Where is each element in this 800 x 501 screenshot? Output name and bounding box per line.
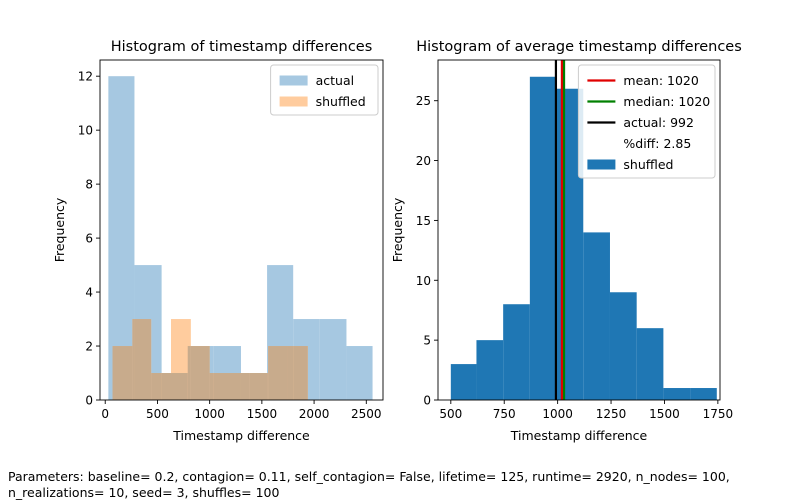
bar-overlap	[134, 319, 152, 400]
x-tick-label: 2500	[351, 407, 382, 421]
chart-title: Histogram of average timestamp differenc…	[416, 39, 742, 55]
y-tick-label: 12	[78, 70, 93, 84]
axes-frame	[99, 59, 384, 401]
bar-shuffled	[636, 328, 664, 400]
legend-swatch	[587, 159, 616, 170]
y-tick-label: 8	[85, 178, 93, 192]
bar-overlap	[267, 373, 269, 400]
bar-overlap	[287, 346, 294, 400]
legend-label: %diff: 2.85	[623, 136, 691, 151]
x-tick-label: 1750	[703, 407, 734, 421]
bar-overlap	[209, 373, 214, 400]
bar-shuffled	[690, 388, 717, 400]
bar-overlap	[161, 373, 172, 400]
y-tick-label: 6	[85, 232, 93, 246]
x-tick-label: 1000	[194, 407, 225, 421]
legend-swatch	[279, 96, 308, 107]
x-tick-label: 500	[146, 407, 169, 421]
bar-overlap	[213, 373, 230, 400]
x-tick-label: 2000	[299, 407, 330, 421]
legend-swatch	[279, 75, 308, 86]
y-tick-label: 2	[85, 340, 93, 354]
bar-overlap	[187, 346, 191, 400]
bar-overlap	[293, 346, 308, 400]
x-tick-label: 0	[101, 407, 109, 421]
bar-actual	[346, 346, 373, 400]
bar-shuffled	[529, 76, 557, 401]
y-axis-label: Frequency	[390, 197, 405, 262]
x-tick-label: 500	[439, 407, 462, 421]
bar-overlap	[151, 373, 162, 400]
bar-overlap	[132, 319, 135, 400]
chart-title: Histogram of timestamp differences	[111, 39, 373, 55]
bar-overlap	[249, 373, 268, 400]
legend-label: median: 1020	[623, 94, 710, 109]
legend-label: mean: 1020	[623, 73, 698, 88]
y-tick-label: 20	[416, 154, 431, 168]
bar-shuffled	[609, 292, 637, 400]
axes-frame	[437, 59, 721, 401]
y-tick-label: 4	[85, 286, 93, 300]
y-tick-label: 0	[423, 394, 431, 408]
chart-average-timestamp-differences: 500 750 1000 1250 1500 1750 0 5 10 15 20 25 Histogra…	[390, 39, 742, 443]
bar-shuffled	[476, 340, 504, 400]
x-tick-label: 1500	[649, 407, 680, 421]
legend-label: shuffled	[316, 94, 366, 109]
bar-overlap	[268, 346, 288, 400]
parameters-caption: Parameters: baseline= 0.2, contagion= 0.…	[8, 469, 730, 500]
bar-shuffled	[503, 304, 530, 400]
y-tick-label: 25	[416, 94, 431, 108]
bar-overlap	[112, 346, 133, 400]
legend-label: actual	[316, 73, 355, 88]
x-tick-label: 750	[493, 407, 516, 421]
y-tick-label: 15	[416, 214, 431, 228]
bar-overlap	[190, 346, 210, 400]
bar-shuffled	[663, 388, 691, 400]
y-tick-label: 10	[78, 124, 93, 138]
x-tick-label: 1500	[247, 407, 278, 421]
bar-overlap	[240, 373, 250, 400]
bar-shuffled	[583, 232, 610, 400]
x-tick-label: 1250	[596, 407, 627, 421]
figure: 0 500 1000 1500 2000 2500 0 2 4 6 8 10 12 Histogram o…	[52, 39, 742, 443]
y-tick-label: 5	[423, 334, 431, 348]
y-tick-label: 10	[416, 274, 431, 288]
legend-label: shuffled	[623, 157, 673, 172]
y-tick-label: 0	[85, 394, 93, 408]
chart-timestamp-differences: 0 500 1000 1500 2000 2500 0 2 4 6 8 10 12 Histogram o…	[52, 39, 384, 443]
x-tick-label: 1000	[542, 407, 573, 421]
x-axis-label: Timestamp difference	[510, 428, 648, 443]
bar-overlap	[171, 373, 188, 400]
legend-label: actual: 992	[623, 115, 694, 130]
bar-overlap	[229, 373, 241, 400]
bar-shuffled	[450, 364, 477, 400]
bar-actual	[319, 319, 347, 400]
x-axis-label: Timestamp difference	[172, 428, 310, 443]
y-axis-label: Frequency	[52, 197, 67, 262]
legend-box	[577, 64, 716, 179]
